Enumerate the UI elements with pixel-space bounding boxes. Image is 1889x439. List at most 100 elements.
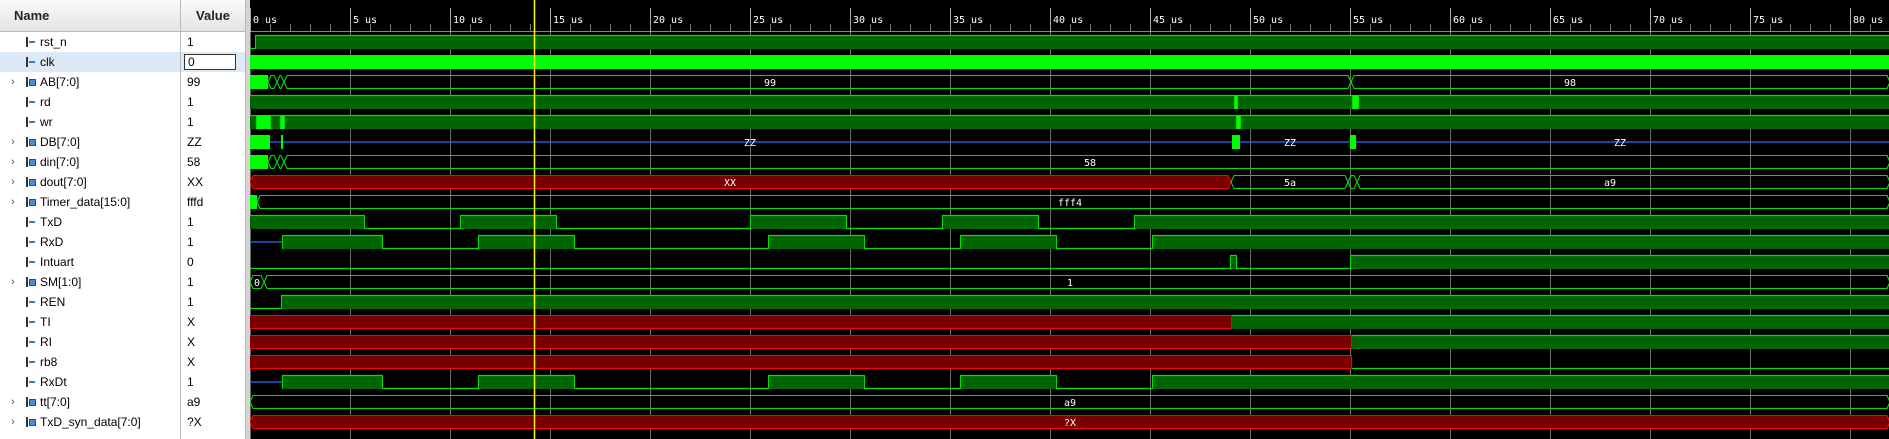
wire-signal-icon xyxy=(26,237,36,247)
value-row[interactable]: 99 xyxy=(181,72,245,92)
value-row[interactable]: XX xyxy=(181,172,245,192)
expand-chevron-icon[interactable]: › xyxy=(11,196,15,208)
signal-row[interactable]: › dout[7:0] xyxy=(0,172,180,192)
high-fill xyxy=(460,215,556,229)
signal-row[interactable]: rst_n xyxy=(0,32,180,52)
panel-splitter[interactable] xyxy=(246,0,250,439)
high-fill xyxy=(750,215,846,229)
signal-name: rb8 xyxy=(40,355,58,369)
activity-fill xyxy=(1234,95,1237,109)
waveform-RxD xyxy=(250,234,1889,250)
bus-signal-icon xyxy=(26,417,36,427)
signal-row[interactable]: RxDt xyxy=(0,372,180,392)
signal-name: Timer_data[15:0] xyxy=(40,195,131,209)
high-fill xyxy=(1134,215,1889,229)
signal-row[interactable]: RxD xyxy=(0,232,180,252)
value-column-header[interactable]: Value xyxy=(181,0,245,32)
signal-row[interactable]: wr xyxy=(0,112,180,132)
value-row[interactable]: 1 xyxy=(181,372,245,392)
high-fill xyxy=(768,375,864,389)
waveform-REN xyxy=(250,294,1889,310)
value-row[interactable]: X xyxy=(181,312,245,332)
ruler-background xyxy=(250,0,1889,32)
value-row[interactable]: ?X xyxy=(181,412,245,432)
expand-chevron-icon[interactable]: › xyxy=(11,416,15,428)
signal-name: rst_n xyxy=(40,35,67,49)
value-row[interactable]: 0 xyxy=(181,52,245,72)
activity-fill xyxy=(280,115,284,129)
bus-segment xyxy=(250,174,1232,190)
wire-signal-icon xyxy=(26,37,36,47)
bus-segment xyxy=(250,414,1889,430)
value-row[interactable]: 1 xyxy=(181,292,245,312)
signal-name: AB[7:0] xyxy=(40,75,80,89)
signal-value: ?X xyxy=(187,415,202,429)
bus-value-label: 98 xyxy=(1564,78,1576,89)
signal-row[interactable]: clk xyxy=(0,52,180,72)
waveform-canvas[interactable]: 0 us 5 us 10 us 15 us 20 us 25 us 30 us 35 us 40… xyxy=(250,0,1889,439)
signal-row[interactable]: › din[7:0] xyxy=(0,152,180,172)
value-row[interactable]: 1 xyxy=(181,112,245,132)
signal-value: a9 xyxy=(187,395,201,409)
signal-name: REN xyxy=(40,295,66,309)
signal-row[interactable]: › Timer_data[15:0] xyxy=(0,192,180,212)
bus-segment xyxy=(283,74,1352,90)
time-label: 0 us xyxy=(253,15,277,26)
signal-row[interactable]: › TxD_syn_data[7:0] xyxy=(0,412,180,432)
unknown-fill xyxy=(250,355,1351,369)
time-label: 35 us xyxy=(953,15,983,26)
time-label: 20 us xyxy=(653,15,683,26)
high-fill xyxy=(942,215,1038,229)
signal-row[interactable]: rd xyxy=(0,92,180,112)
value-row[interactable]: a9 xyxy=(181,392,245,412)
signal-row[interactable]: › DB[7:0] xyxy=(0,132,180,152)
value-row[interactable]: ZZ xyxy=(181,132,245,152)
signal-row[interactable]: › SM[1:0] xyxy=(0,272,180,292)
signal-value[interactable]: 0 xyxy=(184,54,236,70)
bus-value-label: fff4 xyxy=(1058,198,1082,209)
expand-chevron-icon[interactable]: › xyxy=(11,136,15,148)
waveform-TxD xyxy=(250,214,1889,230)
value-row[interactable]: 1 xyxy=(181,232,245,252)
activity-fill xyxy=(1232,135,1240,149)
high-fill xyxy=(1231,315,1889,329)
high-fill xyxy=(1240,115,1889,129)
expand-chevron-icon[interactable]: › xyxy=(11,76,15,88)
high-fill xyxy=(478,235,574,249)
signal-row[interactable]: TxD xyxy=(0,212,180,232)
wire-signal-icon xyxy=(26,317,36,327)
value-row[interactable]: fffd xyxy=(181,192,245,212)
value-row[interactable]: 1 xyxy=(181,212,245,232)
value-row[interactable]: 1 xyxy=(181,272,245,292)
signal-name: TxD_syn_data[7:0] xyxy=(40,415,141,429)
value-row[interactable]: X xyxy=(181,352,245,372)
signal-value: XX xyxy=(187,175,204,189)
expand-chevron-icon[interactable]: › xyxy=(11,396,15,408)
value-row[interactable]: 1 xyxy=(181,32,245,52)
expand-chevron-icon[interactable]: › xyxy=(11,176,15,188)
signal-row[interactable]: RI xyxy=(0,332,180,352)
signal-name: rd xyxy=(40,95,51,109)
high-fill xyxy=(281,295,1889,309)
signal-row[interactable]: rb8 xyxy=(0,352,180,372)
expand-chevron-icon[interactable]: › xyxy=(11,156,15,168)
signal-row[interactable]: Intuart xyxy=(0,252,180,272)
wire-signal-icon xyxy=(26,217,36,227)
name-column-header[interactable]: Name xyxy=(0,0,180,32)
high-fill xyxy=(250,215,364,229)
value-row[interactable]: X xyxy=(181,332,245,352)
signal-name: Intuart xyxy=(40,255,75,269)
value-row[interactable]: 1 xyxy=(181,92,245,112)
value-row[interactable]: 0 xyxy=(181,252,245,272)
signal-row[interactable]: › tt[7:0] xyxy=(0,392,180,412)
bus-segment xyxy=(1347,174,1358,190)
signal-row[interactable]: TI xyxy=(0,312,180,332)
signal-row[interactable]: › AB[7:0] xyxy=(0,72,180,92)
expand-chevron-icon[interactable]: › xyxy=(11,276,15,288)
bus-signal-icon xyxy=(26,137,36,147)
value-row[interactable]: 58 xyxy=(181,152,245,172)
waveform-rst_n xyxy=(250,34,1889,50)
signal-value: 0 xyxy=(187,255,194,269)
signal-row[interactable]: REN xyxy=(0,292,180,312)
